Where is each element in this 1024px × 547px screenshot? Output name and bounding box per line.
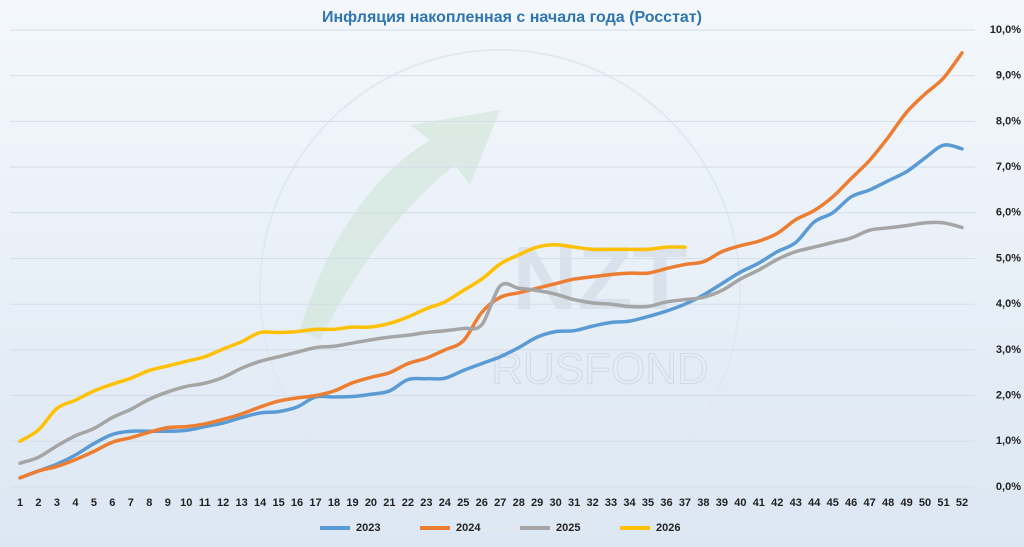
x-tick-label: 31 — [568, 497, 580, 509]
y-tick-label: 2,0% — [996, 390, 1021, 402]
legend-label: 2024 — [456, 522, 481, 534]
x-tick-label: 42 — [771, 497, 783, 509]
x-tick-label: 43 — [790, 497, 802, 509]
y-tick-label: 5,0% — [996, 252, 1021, 264]
y-tick-label: 0,0% — [996, 481, 1021, 493]
x-tick-label: 24 — [439, 497, 452, 509]
x-tick-label: 2 — [35, 497, 41, 509]
watermark-sub: RUSFOND — [491, 345, 709, 394]
x-tick-label: 10 — [180, 497, 192, 509]
x-tick-label: 36 — [660, 497, 672, 509]
x-tick-label: 50 — [919, 497, 931, 509]
x-tick-label: 48 — [882, 497, 894, 509]
x-tick-label: 23 — [420, 497, 432, 509]
y-tick-label: 9,0% — [996, 70, 1021, 82]
chart-title: Инфляция накопленная с начала года (Росс… — [322, 9, 702, 26]
x-tick-label: 11 — [199, 497, 211, 509]
y-tick-label: 3,0% — [996, 344, 1021, 356]
x-tick-label: 17 — [309, 497, 321, 509]
x-tick-label: 18 — [328, 497, 340, 509]
x-tick-label: 51 — [937, 497, 949, 509]
x-tick-label: 1 — [17, 497, 23, 509]
x-tick-label: 35 — [642, 497, 654, 509]
x-tick-label: 26 — [476, 497, 488, 509]
x-tick-label: 20 — [365, 497, 377, 509]
x-tick-label: 46 — [845, 497, 857, 509]
x-tick-label: 15 — [272, 497, 284, 509]
legend-label: 2026 — [656, 522, 680, 534]
x-tick-label: 19 — [346, 497, 358, 509]
x-tick-label: 29 — [531, 497, 543, 509]
x-tick-label: 21 — [383, 497, 395, 509]
x-tick-label: 8 — [146, 497, 152, 509]
x-tick-label: 38 — [697, 497, 709, 509]
x-tick-label: 25 — [457, 497, 469, 509]
x-tick-label: 37 — [679, 497, 691, 509]
series-line — [18, 243, 687, 444]
x-tick-label: 40 — [734, 497, 746, 509]
y-tick-label: 4,0% — [996, 298, 1021, 310]
x-tick-label: 27 — [494, 497, 506, 509]
y-tick-label: 10,0% — [990, 24, 1021, 36]
x-tick-label: 6 — [109, 497, 115, 509]
x-tick-label: 28 — [513, 497, 525, 509]
x-tick-label: 22 — [402, 497, 414, 509]
x-tick-label: 34 — [623, 497, 636, 509]
x-tick-label: 33 — [605, 497, 617, 509]
series-line — [18, 143, 964, 480]
y-tick-label: 7,0% — [996, 161, 1021, 173]
x-tick-label: 9 — [165, 497, 171, 509]
legend-label: 2023 — [356, 522, 380, 534]
x-tick-label: 5 — [91, 497, 97, 509]
x-tick-label: 4 — [72, 497, 79, 509]
y-tick-label: 6,0% — [996, 207, 1021, 219]
x-tick-label: 14 — [254, 497, 267, 509]
y-tick-label: 8,0% — [996, 115, 1021, 127]
x-tick-label: 7 — [128, 497, 134, 509]
x-tick-label: 45 — [827, 497, 839, 509]
x-tick-label: 3 — [54, 497, 60, 509]
series-line — [18, 220, 964, 465]
x-tick-label: 41 — [753, 497, 765, 509]
legend-label: 2025 — [556, 522, 580, 534]
x-tick-label: 47 — [864, 497, 876, 509]
x-tick-label: 44 — [808, 497, 821, 509]
y-tick-label: 1,0% — [996, 435, 1021, 447]
x-tick-label: 12 — [217, 497, 229, 509]
x-tick-label: 30 — [550, 497, 562, 509]
x-tick-label: 32 — [586, 497, 598, 509]
x-tick-label: 49 — [900, 497, 912, 509]
x-tick-label: 13 — [236, 497, 248, 509]
x-tick-label: 39 — [716, 497, 728, 509]
x-tick-label: 16 — [291, 497, 303, 509]
watermark-circle — [259, 49, 741, 531]
x-tick-label: 52 — [956, 497, 968, 509]
